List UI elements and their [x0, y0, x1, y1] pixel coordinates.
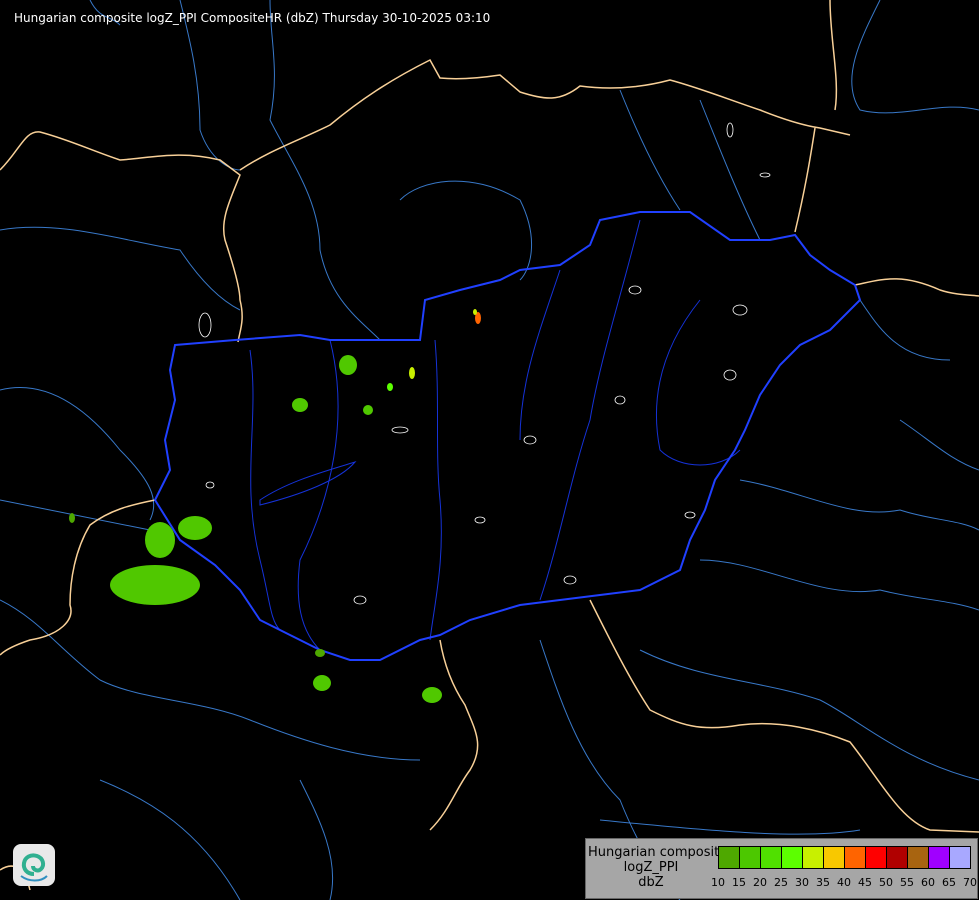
- met-service-swirl-logo-icon: [13, 844, 55, 886]
- legend-tick-label: 35: [816, 876, 830, 889]
- legend-color-bar: [718, 846, 971, 869]
- legend-title: Hungarian composite logZ_PPI dbZ: [588, 845, 728, 890]
- legend-swatch: [845, 847, 866, 868]
- legend-title-line: logZ_PPI: [623, 860, 679, 875]
- inner-rivers: [249, 219, 741, 651]
- legend-swatch: [761, 847, 782, 868]
- legend-tick-label: 10: [711, 876, 725, 889]
- legend-tick-label: 15: [732, 876, 746, 889]
- map-title: Hungarian composite logZ_PPI CompositeHR…: [14, 11, 491, 25]
- legend-swatch: [950, 847, 970, 868]
- legend-swatch: [824, 847, 845, 868]
- precipitation-echoes: [69, 309, 481, 703]
- legend-swatch: [803, 847, 824, 868]
- legend-swatch: [740, 847, 761, 868]
- legend-swatch: [719, 847, 740, 868]
- legend-tick-label: 45: [858, 876, 872, 889]
- legend-tick-label: 25: [774, 876, 788, 889]
- legend-swatch: [887, 847, 908, 868]
- legend-swatch: [866, 847, 887, 868]
- legend-tick-label: 60: [921, 876, 935, 889]
- legend-tick-label: 40: [837, 876, 851, 889]
- legend-swatch: [908, 847, 929, 868]
- hungary-border: [153, 211, 862, 661]
- legend-tick-label: 30: [795, 876, 809, 889]
- legend-swatch: [929, 847, 950, 868]
- legend-unit: dbZ: [638, 875, 664, 890]
- legend-title-line: Hungarian composite: [588, 845, 728, 860]
- legend-tick-label: 50: [879, 876, 893, 889]
- legend-tick-label: 55: [900, 876, 914, 889]
- legend-swatch: [782, 847, 803, 868]
- legend-tick-label: 70: [963, 876, 977, 889]
- county-outlines: [198, 122, 771, 605]
- legend-tick-label: 65: [942, 876, 956, 889]
- color-legend: Hungarian composite logZ_PPI dbZ 10 15 20 2…: [585, 838, 978, 899]
- legend-tick-label: 20: [753, 876, 767, 889]
- legend-ticks: 10 15 20 25 30 35 40 45 50 55 60 65 70: [711, 876, 977, 892]
